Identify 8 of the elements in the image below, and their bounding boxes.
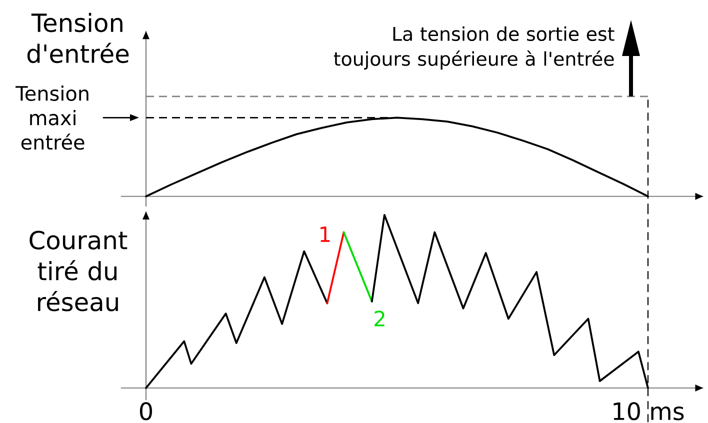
y-axis-title: Tension d'entrée — [27, 12, 129, 64]
x-tick-label: 0 — [140, 402, 152, 420]
series-label: 2 — [374, 310, 384, 326]
y-axis-title: Courant tiré du réseau — [30, 230, 128, 312]
x-tick-label: 10 ms — [614, 402, 684, 420]
series-label: 1 — [320, 226, 330, 242]
text: La tension de sortie est toujours supérieure à l'entrée — [334, 26, 614, 70]
ref-line-label: Tension maxi entrée — [16, 86, 88, 150]
